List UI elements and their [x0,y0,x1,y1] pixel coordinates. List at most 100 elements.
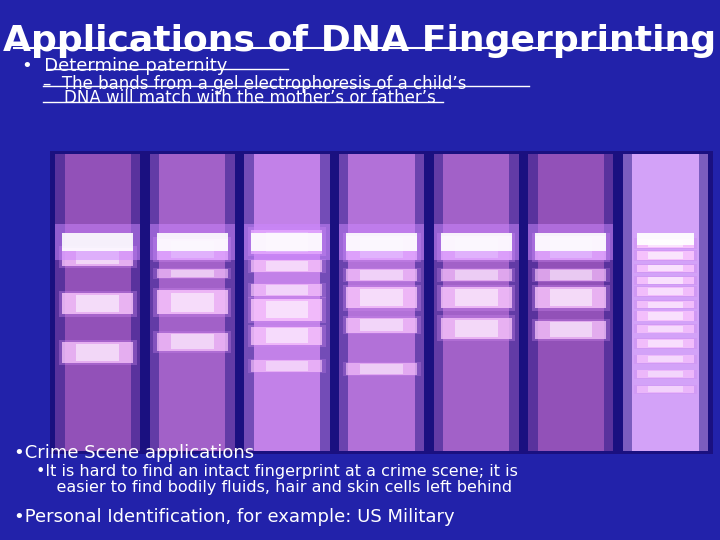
Bar [65,154,131,451]
Bar [266,261,308,271]
Bar [441,269,512,281]
Bar [171,293,214,312]
Bar [634,325,697,333]
Bar [433,224,519,260]
Bar [634,276,697,285]
Bar [343,362,420,376]
Bar [532,233,610,262]
Bar [637,276,694,284]
Bar [346,363,417,375]
Bar [637,301,694,308]
Bar [59,340,137,365]
Bar [251,360,323,372]
Bar [649,302,683,308]
Bar [153,288,231,317]
Bar [157,291,228,314]
Bar [346,269,417,281]
Bar [632,154,698,451]
Bar [339,224,424,260]
Bar [251,327,323,345]
Bar [346,236,417,260]
Bar [455,320,498,336]
Bar [343,316,420,334]
Bar [634,310,697,321]
Bar [171,270,214,278]
Bar [343,233,420,262]
Bar [343,285,420,310]
Bar [532,285,610,310]
Bar [153,237,231,262]
Bar [153,268,231,279]
Bar [248,227,326,256]
Bar [637,370,694,378]
Bar [634,286,697,297]
Bar [637,265,694,272]
Bar [251,299,323,321]
Bar [634,264,697,273]
Bar [455,271,498,280]
Bar [634,238,697,249]
Bar [649,312,683,320]
Bar [339,154,424,451]
Bar [266,361,308,371]
Bar [76,250,119,264]
Bar [55,224,140,260]
Bar [649,240,683,247]
Text: easier to find bodily fluids, hair and skin cells left behind: easier to find bodily fluids, hair and s… [36,480,512,495]
Bar [50,151,713,454]
Bar [649,265,683,272]
Bar [528,154,613,451]
Bar [266,301,308,319]
Bar [360,319,403,331]
Bar [637,239,694,248]
Bar [637,339,694,348]
Bar [637,325,694,333]
Bar [346,233,417,251]
Bar [248,259,326,273]
Bar [634,250,697,261]
Text: DNA will match with the mother’s or father’s: DNA will match with the mother’s or fath… [43,89,436,107]
Bar [441,233,512,251]
Bar [157,333,228,351]
Bar [157,233,228,251]
Bar [538,154,604,451]
Text: •Personal Identification, for example: US Military: •Personal Identification, for example: U… [14,508,455,525]
Bar [55,154,140,451]
Bar [536,269,606,281]
Bar [248,325,326,347]
Bar [150,224,235,260]
Bar [254,154,320,451]
Bar [441,318,512,339]
Bar [59,291,137,316]
Bar [455,238,498,258]
Bar [346,318,417,333]
Bar [549,271,592,280]
Bar [346,287,417,308]
Bar [157,239,228,260]
Bar [649,386,683,393]
Bar [62,233,133,251]
Bar [251,233,323,251]
Bar [649,326,683,332]
Bar [649,340,683,347]
Bar [437,233,516,262]
Bar [634,385,697,394]
Bar [536,321,606,339]
Bar [536,236,606,260]
Bar [549,238,592,258]
Bar [159,154,225,451]
Bar [549,289,592,306]
Bar [649,356,683,362]
Bar [62,342,133,363]
Bar [532,268,610,282]
Bar [637,386,694,393]
Bar [251,230,323,254]
Bar [266,328,308,343]
Bar [437,268,516,282]
Bar [153,331,231,353]
Bar [348,154,415,451]
Bar [532,319,610,341]
Bar [244,224,330,260]
Bar [634,355,697,363]
Bar [171,241,214,258]
